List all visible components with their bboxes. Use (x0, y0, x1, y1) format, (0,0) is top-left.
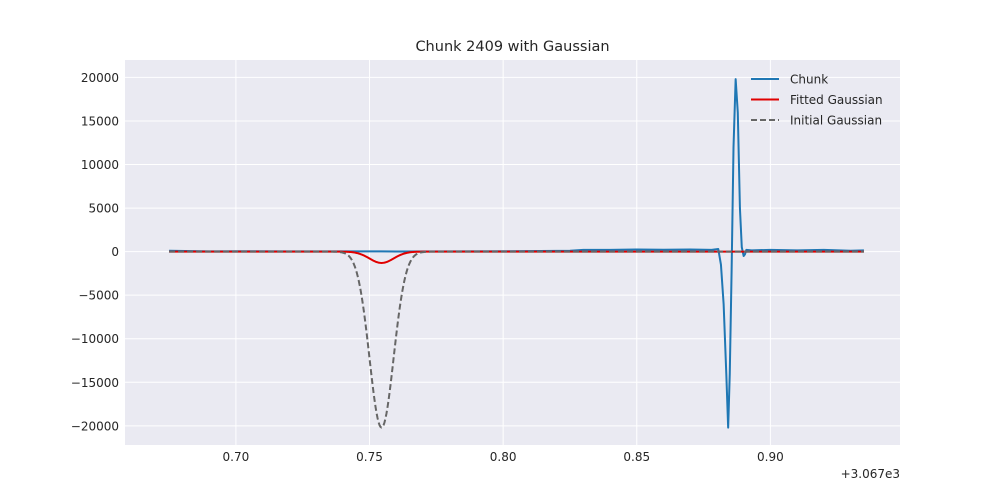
x-tick-label: 0.70 (223, 450, 250, 464)
y-tick-label: 0 (111, 245, 119, 259)
legend-label: Initial Gaussian (790, 114, 882, 128)
y-tick-label: 20000 (81, 71, 119, 85)
chart-title: Chunk 2409 with Gaussian (415, 39, 609, 55)
y-tick-label: −15000 (71, 376, 119, 390)
x-axis-offset-label: +3.067e3 (841, 467, 900, 481)
legend-label: Chunk (790, 73, 828, 87)
y-tick-label: −5000 (78, 289, 119, 303)
y-tick-label: −20000 (71, 419, 119, 433)
y-tick-label: 15000 (81, 114, 119, 128)
y-tick-label: 10000 (81, 158, 119, 172)
legend: Chunk Fitted Gaussian Initial Gaussian (751, 73, 883, 128)
x-tick-label: 0.85 (623, 450, 650, 464)
tick-labels: 0.70 0.75 0.80 0.85 0.90 20000 15000 10000 5000 0… (71, 71, 784, 464)
x-tick-label: 0.80 (490, 450, 517, 464)
x-tick-label: 0.90 (757, 450, 784, 464)
y-tick-label: 5000 (88, 202, 119, 216)
series-layer (169, 78, 864, 429)
y-tick-label: −10000 (71, 332, 119, 346)
series-line-initial-gaussian (169, 250, 864, 429)
legend-label: Fitted Gaussian (790, 93, 883, 107)
x-tick-label: 0.75 (356, 450, 383, 464)
